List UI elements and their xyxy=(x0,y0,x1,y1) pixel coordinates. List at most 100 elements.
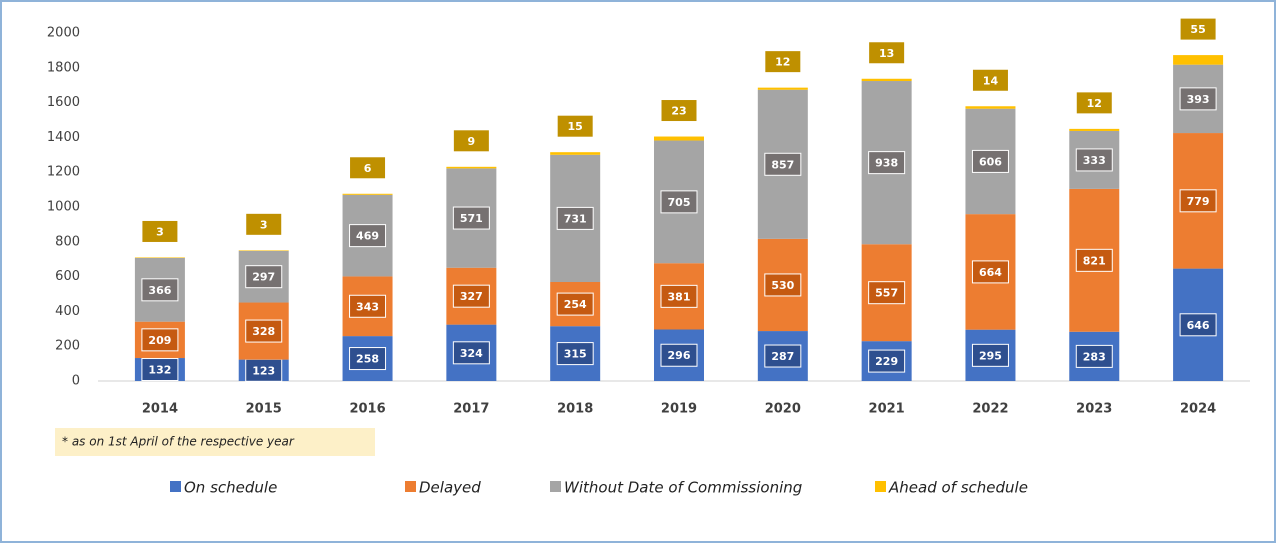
legend-label: Without Date of Commissioning xyxy=(564,479,802,497)
data-label: 393 xyxy=(1187,93,1210,106)
data-label: 3 xyxy=(260,218,268,231)
data-label: 295 xyxy=(979,349,1002,362)
data-label-box xyxy=(1075,344,1113,368)
data-label-box xyxy=(245,319,283,343)
legend-label: Ahead of schedule xyxy=(888,479,1028,497)
x-tick-label: 2019 xyxy=(661,402,697,417)
data-label: 123 xyxy=(252,364,275,377)
legend-swatch xyxy=(170,481,181,492)
data-label: 705 xyxy=(668,196,691,209)
data-label: 571 xyxy=(460,212,483,225)
data-label-box xyxy=(764,273,802,297)
data-label-box xyxy=(349,347,387,371)
data-label-box xyxy=(1179,87,1217,111)
data-label: 258 xyxy=(356,353,379,366)
data-label: 283 xyxy=(1083,350,1106,363)
bar-segment xyxy=(238,250,289,251)
bar-segment xyxy=(757,87,808,90)
data-label: 366 xyxy=(148,284,171,297)
data-label-box xyxy=(141,358,179,382)
data-label: 779 xyxy=(1187,195,1210,208)
data-label-box xyxy=(971,343,1009,367)
data-label: 55 xyxy=(1190,23,1205,36)
data-label: 606 xyxy=(979,155,1002,168)
bar-segment xyxy=(134,257,185,258)
data-label-box xyxy=(1075,248,1113,272)
data-label-box xyxy=(660,284,698,308)
data-label: 12 xyxy=(1087,97,1102,110)
legend-swatch xyxy=(550,481,561,492)
legend-swatch xyxy=(875,481,886,492)
bar-segment xyxy=(1069,128,1120,131)
x-tick-label: 2018 xyxy=(557,402,593,417)
data-label-box xyxy=(660,99,698,123)
data-label: 646 xyxy=(1187,319,1210,332)
data-label: 229 xyxy=(875,355,898,368)
x-tick-label: 2015 xyxy=(246,402,282,417)
data-label-box xyxy=(1179,313,1217,337)
data-label-box xyxy=(1075,148,1113,172)
bar-segment xyxy=(1173,55,1224,65)
data-label: 327 xyxy=(460,290,483,303)
y-tick-label: 1200 xyxy=(47,165,80,180)
data-label-box xyxy=(971,68,1009,92)
data-label-box xyxy=(452,284,490,308)
data-label: 15 xyxy=(568,120,583,133)
data-label-box xyxy=(556,114,594,138)
data-label: 821 xyxy=(1083,254,1106,267)
data-label: 343 xyxy=(356,300,379,313)
y-tick-label: 1800 xyxy=(47,60,80,75)
data-label: 287 xyxy=(771,350,794,363)
data-label-box xyxy=(556,342,594,366)
data-label: 132 xyxy=(148,364,171,377)
data-label: 469 xyxy=(356,230,379,243)
y-tick-label: 1000 xyxy=(47,200,80,215)
data-label: 6 xyxy=(364,162,372,175)
data-label-box xyxy=(452,129,490,153)
data-label-box xyxy=(1179,189,1217,213)
y-tick-label: 1600 xyxy=(47,95,80,110)
x-tick-label: 2023 xyxy=(1076,402,1112,417)
y-tick-label: 0 xyxy=(72,374,80,389)
x-tick-label: 2024 xyxy=(1180,402,1216,417)
data-label: 333 xyxy=(1083,154,1106,167)
data-label: 324 xyxy=(460,347,483,360)
data-label: 12 xyxy=(775,56,790,69)
data-label-box xyxy=(556,292,594,316)
footnote-box xyxy=(55,428,375,456)
data-label-box xyxy=(868,281,906,305)
bar-segment xyxy=(861,78,912,82)
data-label-box xyxy=(971,149,1009,173)
x-tick-label: 2017 xyxy=(453,402,489,417)
data-label: 209 xyxy=(148,334,171,347)
y-tick-label: 800 xyxy=(55,234,80,249)
data-label-box xyxy=(868,41,906,65)
data-label-box xyxy=(556,206,594,230)
data-label-box xyxy=(141,219,179,243)
data-label-box xyxy=(764,50,802,74)
data-label-box xyxy=(971,260,1009,284)
data-label: 381 xyxy=(668,290,691,303)
y-tick-label: 400 xyxy=(55,304,80,319)
data-label-box xyxy=(245,212,283,236)
data-label-box xyxy=(660,190,698,214)
data-label-box xyxy=(660,343,698,367)
data-label-box xyxy=(868,349,906,373)
data-label-box xyxy=(141,278,179,302)
data-label: 557 xyxy=(875,287,898,300)
y-tick-label: 200 xyxy=(55,339,80,354)
legend-label: On schedule xyxy=(184,479,277,497)
y-tick-label: 600 xyxy=(55,269,80,284)
data-label-box xyxy=(1179,17,1217,41)
legend-label: Delayed xyxy=(419,479,481,497)
x-tick-label: 2016 xyxy=(349,402,385,417)
x-tick-label: 2014 xyxy=(142,402,178,417)
x-tick-label: 2020 xyxy=(765,402,801,417)
data-label: 254 xyxy=(564,298,587,311)
data-label: 297 xyxy=(252,271,275,284)
bar-segment xyxy=(550,152,601,155)
data-label-box xyxy=(349,224,387,248)
data-label-box xyxy=(764,152,802,176)
bar-segment xyxy=(654,136,704,141)
